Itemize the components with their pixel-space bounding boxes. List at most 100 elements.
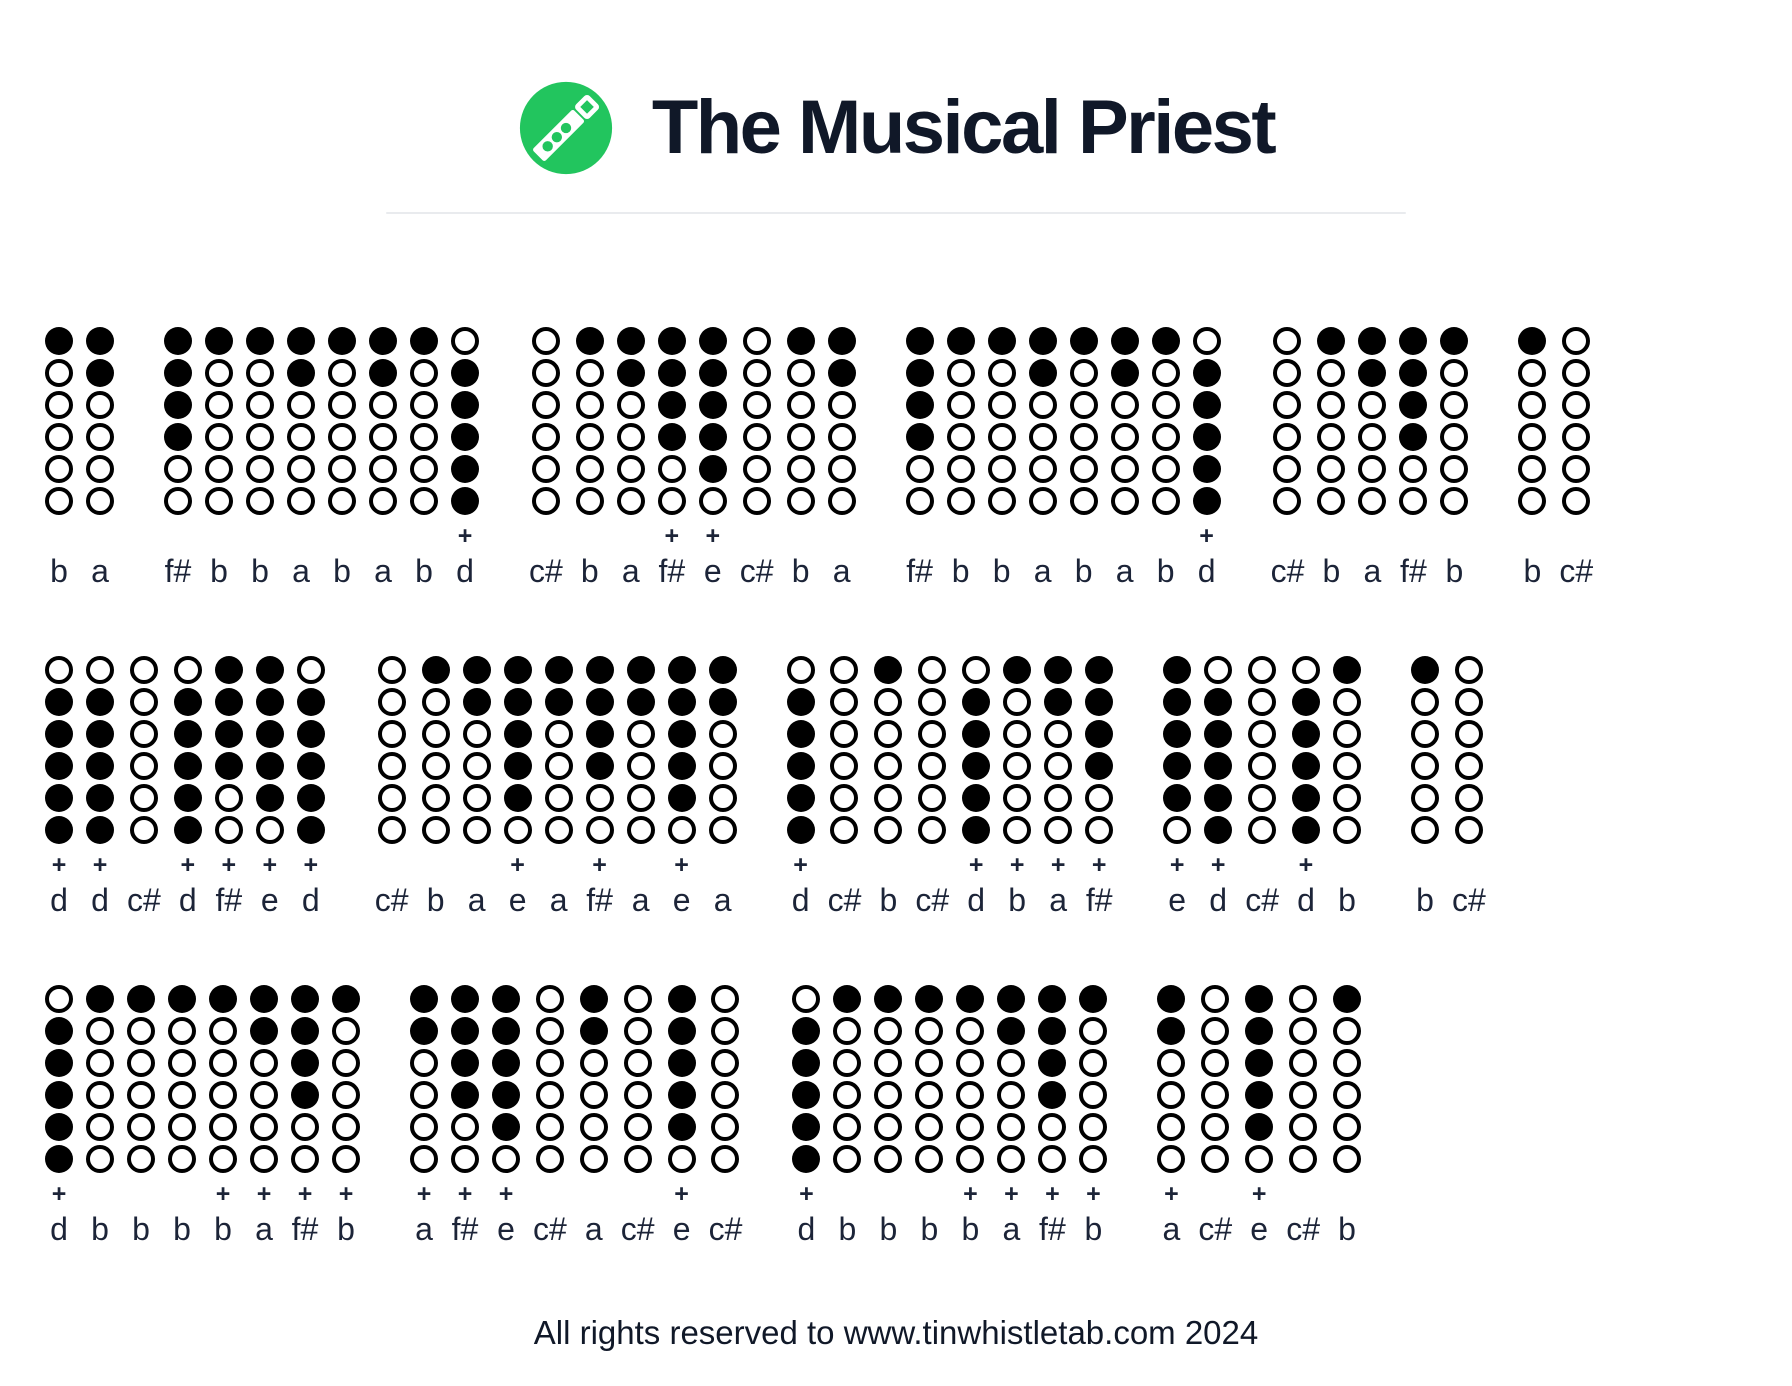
note-label: b: [992, 553, 1011, 589]
note-label: a: [1363, 553, 1382, 589]
open-hole-icon: [86, 423, 114, 451]
open-hole-icon: [626, 784, 655, 812]
open-hole-icon: [1273, 487, 1302, 515]
open-hole-icon: [168, 1113, 196, 1141]
open-hole-icon: [1110, 423, 1139, 451]
open-hole-icon: [1079, 1113, 1108, 1141]
covered-hole-icon: [997, 985, 1026, 1013]
open-hole-icon: [168, 1145, 196, 1173]
note-label: a: [1002, 1211, 1021, 1247]
covered-hole-icon: [503, 656, 532, 684]
note-label: a: [584, 1211, 603, 1247]
octave-plus-marker: +: [1164, 1180, 1179, 1208]
note-label: a: [1049, 882, 1068, 918]
covered-hole-icon: [667, 720, 696, 748]
covered-hole-icon: [287, 359, 315, 387]
note-column: b: [168, 985, 196, 1250]
open-hole-icon: [987, 487, 1016, 515]
note-column: b: [946, 327, 975, 592]
note-column: a: [369, 327, 397, 592]
covered-hole-icon: [1291, 816, 1320, 844]
note-column: + e: [667, 656, 696, 921]
note-column: f#: [164, 327, 192, 592]
fingering-diagram: [255, 656, 284, 844]
open-hole-icon: [585, 816, 614, 844]
open-hole-icon: [1201, 1049, 1230, 1077]
note-label: b: [961, 1211, 980, 1247]
covered-hole-icon: [1291, 688, 1320, 716]
octave-plus-marker: +: [968, 851, 984, 879]
open-hole-icon: [1110, 391, 1139, 419]
covered-hole-icon: [410, 327, 438, 355]
open-hole-icon: [1110, 487, 1139, 515]
octave-plus-marker: +: [256, 1180, 272, 1208]
note-column: + e: [667, 985, 696, 1250]
open-hole-icon: [623, 1113, 652, 1141]
tin-whistle-icon: [519, 81, 612, 175]
open-hole-icon: [626, 720, 655, 748]
covered-hole-icon: [579, 985, 608, 1013]
fingering-diagram: [127, 985, 155, 1173]
note-column: b: [786, 327, 815, 592]
covered-hole-icon: [1291, 784, 1320, 812]
open-hole-icon: [1332, 688, 1361, 716]
note-column: + d: [1291, 656, 1320, 921]
note-label: b: [1338, 882, 1356, 918]
open-hole-icon: [250, 1049, 278, 1077]
tab-group: + a + f# + e c# a c# + e c#: [410, 985, 742, 1250]
fingering-diagram: [1003, 656, 1032, 844]
fingering-diagram: [1201, 985, 1230, 1173]
covered-hole-icon: [1192, 423, 1221, 451]
note-label: b: [1008, 882, 1027, 918]
open-hole-icon: [575, 455, 604, 483]
open-hole-icon: [1332, 784, 1361, 812]
note-label: e: [672, 1211, 691, 1247]
open-hole-icon: [1028, 487, 1057, 515]
octave-plus-marker: +: [416, 1180, 432, 1208]
open-hole-icon: [332, 1049, 360, 1077]
open-hole-icon: [544, 784, 573, 812]
note-column: b: [1332, 985, 1361, 1250]
open-hole-icon: [830, 688, 859, 716]
open-hole-icon: [291, 1145, 319, 1173]
covered-hole-icon: [451, 985, 479, 1013]
open-hole-icon: [1317, 423, 1346, 451]
note-column: a: [462, 656, 491, 921]
open-hole-icon: [1440, 391, 1469, 419]
note-column: + e: [492, 985, 520, 1250]
covered-hole-icon: [1518, 327, 1547, 355]
open-hole-icon: [616, 487, 645, 515]
covered-hole-icon: [667, 1113, 696, 1141]
open-hole-icon: [827, 391, 856, 419]
fingering-diagram: [332, 985, 360, 1173]
fingering-diagram: [451, 327, 479, 515]
open-hole-icon: [1003, 816, 1032, 844]
open-hole-icon: [946, 391, 975, 419]
note-label: e: [703, 553, 722, 589]
covered-hole-icon: [626, 688, 655, 716]
note-label: b: [415, 553, 433, 589]
covered-hole-icon: [874, 985, 903, 1013]
note-label: b: [210, 553, 228, 589]
open-hole-icon: [711, 1145, 740, 1173]
note-label: a: [415, 1211, 433, 1247]
open-hole-icon: [833, 1081, 862, 1109]
covered-hole-icon: [786, 720, 815, 748]
fingering-diagram: [1454, 656, 1483, 844]
note-column: c#: [915, 656, 949, 921]
covered-hole-icon: [1204, 688, 1233, 716]
note-column: + d: [296, 656, 325, 921]
open-hole-icon: [987, 455, 1016, 483]
note-label: a: [467, 882, 486, 918]
open-hole-icon: [915, 1113, 944, 1141]
open-hole-icon: [86, 1081, 114, 1109]
note-column: b: [1410, 656, 1439, 921]
note-label: f#: [164, 553, 192, 589]
fingering-diagram: [657, 327, 686, 515]
note-label: b: [251, 553, 269, 589]
note-column: b: [410, 327, 438, 592]
covered-hole-icon: [287, 327, 315, 355]
open-hole-icon: [1358, 487, 1387, 515]
covered-hole-icon: [462, 656, 491, 684]
